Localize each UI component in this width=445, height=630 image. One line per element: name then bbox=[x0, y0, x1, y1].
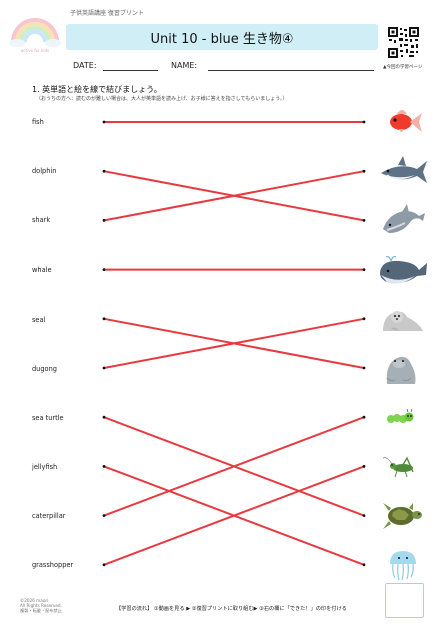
word-dot[interactable] bbox=[102, 120, 106, 124]
word-dot[interactable] bbox=[102, 317, 106, 321]
word-dot[interactable] bbox=[102, 415, 106, 419]
picture-dot[interactable] bbox=[362, 219, 366, 222]
instruction-main: 1. 英単語と絵を線で結びましょう。 bbox=[32, 85, 162, 94]
picture-dot[interactable] bbox=[362, 120, 366, 124]
word-dot[interactable] bbox=[102, 563, 106, 567]
word-dot[interactable] bbox=[102, 268, 106, 271]
word-jellyfish: jellyfish bbox=[32, 463, 58, 471]
logo-rainbow: active for kids bbox=[9, 18, 61, 53]
qr-code-icon[interactable] bbox=[387, 26, 420, 59]
picture-dot[interactable] bbox=[362, 169, 366, 173]
dolphin-icon[interactable] bbox=[377, 203, 429, 237]
word-fish: fish bbox=[32, 118, 44, 126]
shark-icon[interactable] bbox=[377, 154, 429, 188]
name-label: NAME: bbox=[171, 61, 198, 70]
instruction-note: （おうちの方へ：読むのが難しい場合は、大人が英単語を読み上げ、お子様に答えを指さ… bbox=[36, 96, 288, 102]
match-line bbox=[103, 170, 365, 222]
picture-dot[interactable] bbox=[362, 317, 366, 321]
copyright-line-1: ©2026 maori bbox=[20, 598, 49, 603]
date-field[interactable] bbox=[103, 70, 158, 71]
word-dot[interactable] bbox=[102, 465, 106, 468]
picture-dot[interactable] bbox=[362, 563, 366, 567]
course-label: 子供英語講座 復習プリント bbox=[70, 10, 144, 17]
word-seal: seal bbox=[32, 316, 46, 324]
seal-icon[interactable] bbox=[377, 303, 429, 337]
completion-check-box[interactable] bbox=[385, 583, 424, 618]
match-line bbox=[103, 317, 365, 369]
jellyfish-icon[interactable] bbox=[377, 548, 429, 582]
goldfish-icon[interactable] bbox=[377, 105, 429, 139]
copyright: ©2026 maori All Rights Reserved. 複製・転載・配… bbox=[20, 598, 62, 613]
picture-dot[interactable] bbox=[362, 415, 366, 419]
qr-caption: ▲今回の学習ページ bbox=[383, 65, 423, 70]
match-line bbox=[103, 317, 365, 369]
title-bar: Unit 10 - blue 生き物④ bbox=[66, 24, 378, 50]
picture-dot[interactable] bbox=[362, 465, 366, 468]
word-dot[interactable] bbox=[102, 219, 106, 222]
logo-caption: active for kids bbox=[21, 48, 49, 53]
word-grasshopper: grasshopper bbox=[32, 561, 74, 569]
word-dugong: dugong bbox=[32, 365, 57, 373]
word-caterpillar: caterpillar bbox=[32, 512, 66, 520]
word-dot[interactable] bbox=[102, 169, 106, 173]
page-title: Unit 10 - blue 生き物④ bbox=[150, 31, 294, 47]
caterpillar-icon[interactable] bbox=[377, 401, 429, 435]
word-dolphin: dolphin bbox=[32, 167, 57, 175]
match-line bbox=[103, 416, 365, 517]
picture-dot[interactable] bbox=[362, 268, 366, 271]
sea-turtle-icon[interactable] bbox=[377, 499, 429, 533]
whale-icon[interactable] bbox=[377, 253, 429, 287]
word-sea-turtle: sea turtle bbox=[32, 414, 64, 422]
date-label: DATE: bbox=[73, 61, 97, 70]
word-dot[interactable] bbox=[102, 514, 106, 517]
word-dot[interactable] bbox=[102, 366, 106, 370]
name-field[interactable] bbox=[208, 70, 374, 71]
picture-dot[interactable] bbox=[362, 366, 366, 370]
grasshopper-icon[interactable] bbox=[377, 450, 429, 484]
match-line bbox=[103, 416, 365, 517]
word-shark: shark bbox=[32, 216, 51, 224]
copyright-line-3: 複製・転載・配布禁止 bbox=[20, 608, 62, 613]
match-line bbox=[103, 465, 365, 566]
word-whale: whale bbox=[32, 266, 52, 274]
copyright-line-2: All Rights Reserved. bbox=[20, 603, 62, 608]
learning-flow: 【学習の流れ】 ①動画を見る ▶ ②復習プリントに取り組む▶ ③右の欄に「できた… bbox=[116, 606, 347, 612]
picture-dot[interactable] bbox=[362, 514, 366, 517]
dugong-icon[interactable] bbox=[377, 352, 429, 386]
match-line bbox=[103, 170, 365, 222]
match-line bbox=[103, 465, 365, 566]
